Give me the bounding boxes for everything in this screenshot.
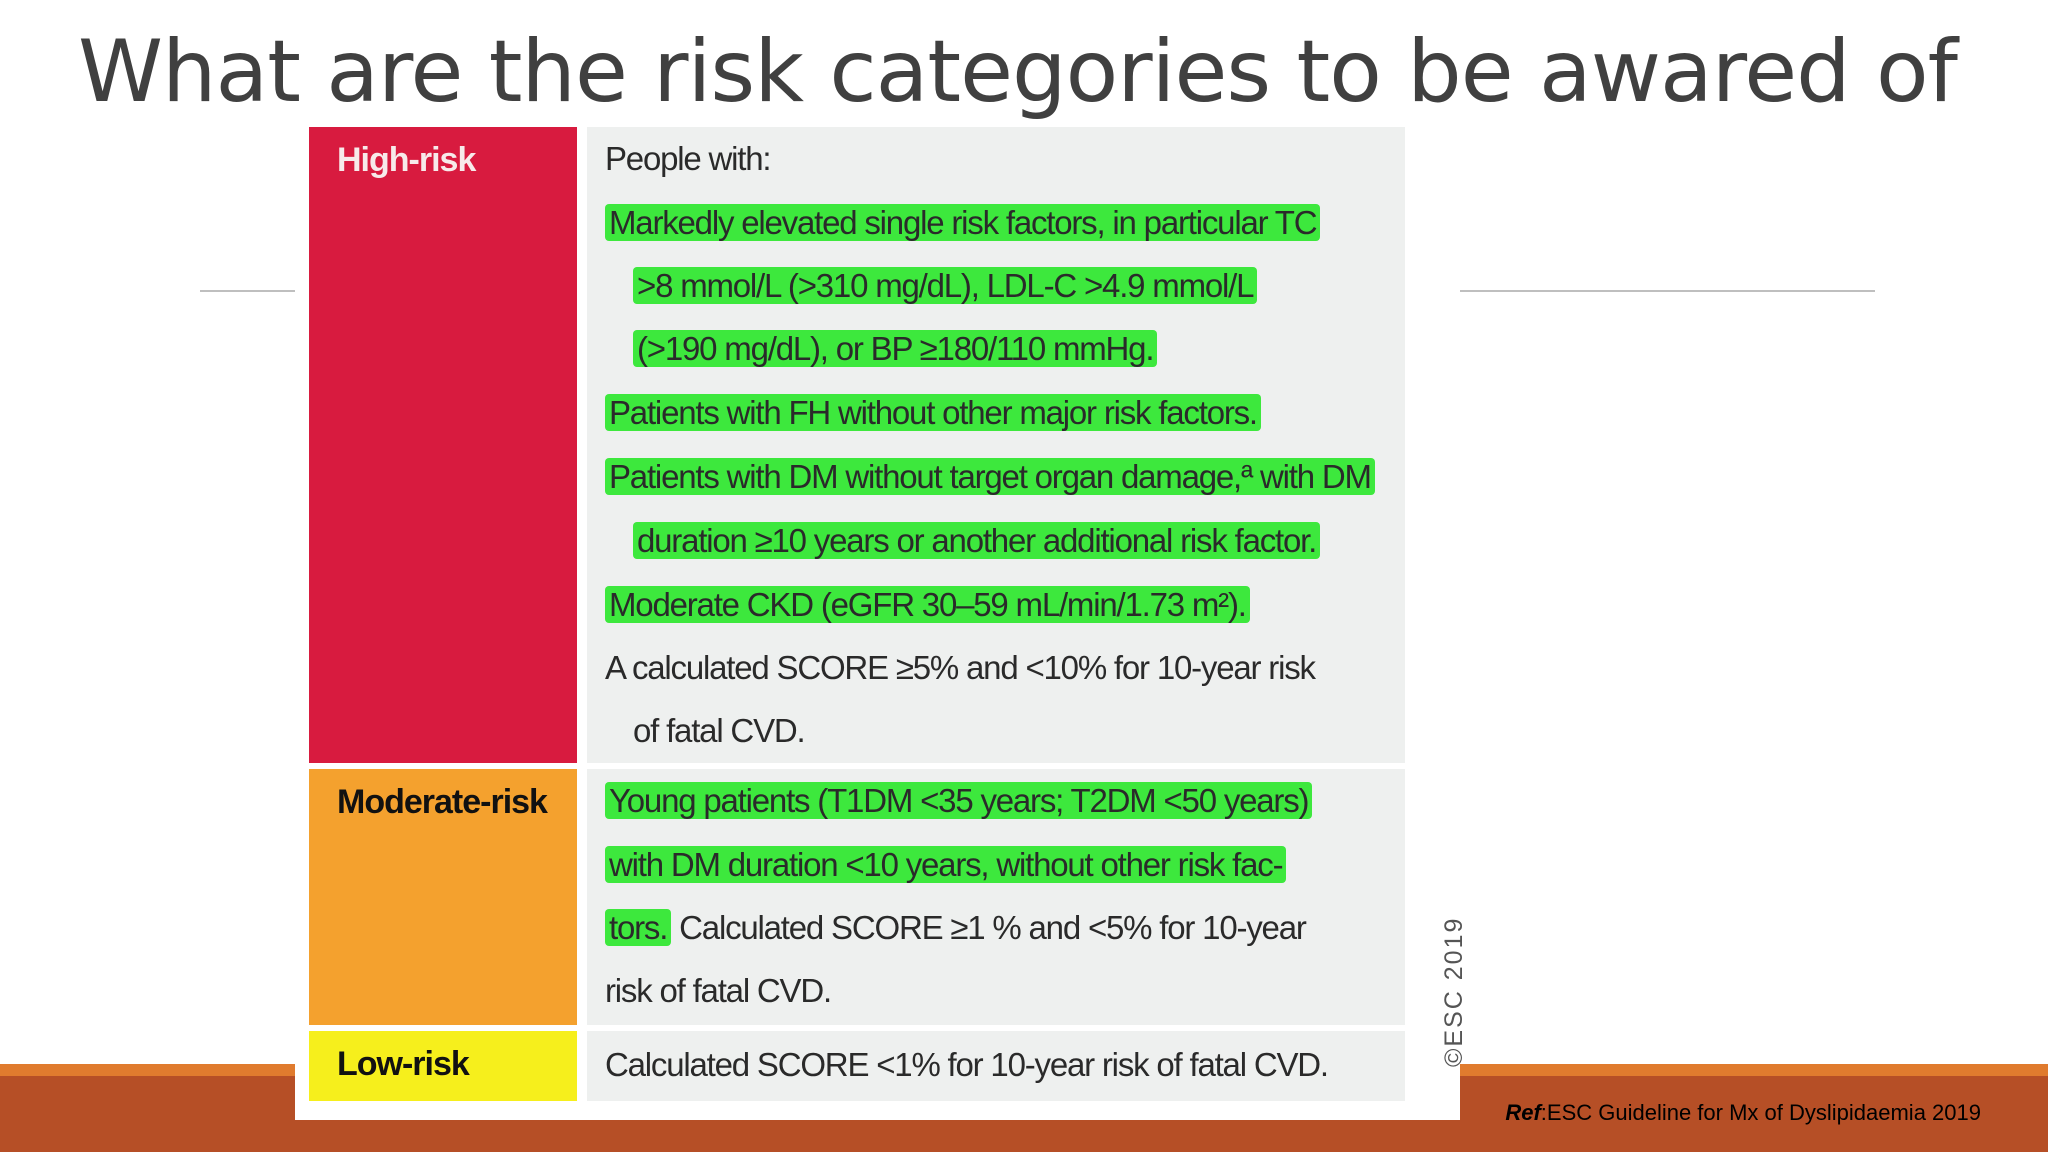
category-label: High-risk <box>337 141 476 179</box>
reference-note: Ref:ESC Guideline for Mx of Dyslipidaemi… <box>1505 1100 1981 1126</box>
description-line: Moderate CKD (eGFR 30–59 mL/min/1.73 m²)… <box>605 583 1250 627</box>
description-line: Calculated SCORE <1% for 10-year risk of… <box>605 1046 1329 1083</box>
description-cell-high: People with: Markedly elevated single ri… <box>587 127 1405 763</box>
description-line: Young patients (T1DM <35 years; T2DM <50… <box>605 779 1313 823</box>
category-label: Low-risk <box>337 1045 470 1083</box>
description-line: of fatal CVD. <box>633 712 806 749</box>
description-line: tors. Calculated SCORE ≥1 % and <5% for … <box>605 906 1307 950</box>
description-line: (>190 mg/dL), or BP ≥180/110 mmHg. <box>633 327 1158 371</box>
category-label: Moderate-risk <box>337 783 548 821</box>
risk-row-high: High-risk People with: Markedly elevated… <box>309 127 1696 763</box>
category-cell-high: High-risk <box>309 127 577 763</box>
copyright-watermark: ©ESC 2019 <box>1440 916 1468 1067</box>
description-cell-moderate: Young patients (T1DM <35 years; T2DM <50… <box>587 769 1405 1025</box>
risk-row-low: Low-risk Calculated SCORE <1% for 10-yea… <box>309 1031 1696 1101</box>
description-line: duration ≥10 years or another additional… <box>633 519 1321 563</box>
slide-title: What are the risk categories to be aware… <box>78 22 1958 122</box>
risk-category-figure: High-risk People with: Markedly elevated… <box>295 127 1468 1120</box>
description-line: People with: <box>605 140 772 177</box>
description-line: Patients with DM without target organ da… <box>605 455 1375 499</box>
description-cell-low: Calculated SCORE <1% for 10-year risk of… <box>587 1031 1405 1101</box>
reference-text: :ESC Guideline for Mx of Dyslipidaemia 2… <box>1540 1100 1981 1125</box>
description-line: A calculated SCORE ≥5% and <10% for 10-y… <box>605 649 1316 686</box>
title-divider-right <box>1458 290 1875 292</box>
description-line: Patients with FH without other major ris… <box>605 391 1261 435</box>
description-line: Markedly elevated single risk factors, i… <box>605 201 1321 245</box>
category-cell-moderate: Moderate-risk <box>309 769 577 1025</box>
description-line: risk of fatal CVD. <box>605 972 832 1009</box>
category-cell-low: Low-risk <box>309 1031 577 1101</box>
reference-label: Ref <box>1505 1100 1541 1125</box>
risk-row-moderate: Moderate-risk Young patients (T1DM <35 y… <box>309 769 1696 1025</box>
description-line: with DM duration <10 years, without othe… <box>605 843 1287 887</box>
description-line: >8 mmol/L (>310 mg/dL), LDL-C >4.9 mmol/… <box>633 264 1258 308</box>
title-divider-left <box>200 290 300 292</box>
